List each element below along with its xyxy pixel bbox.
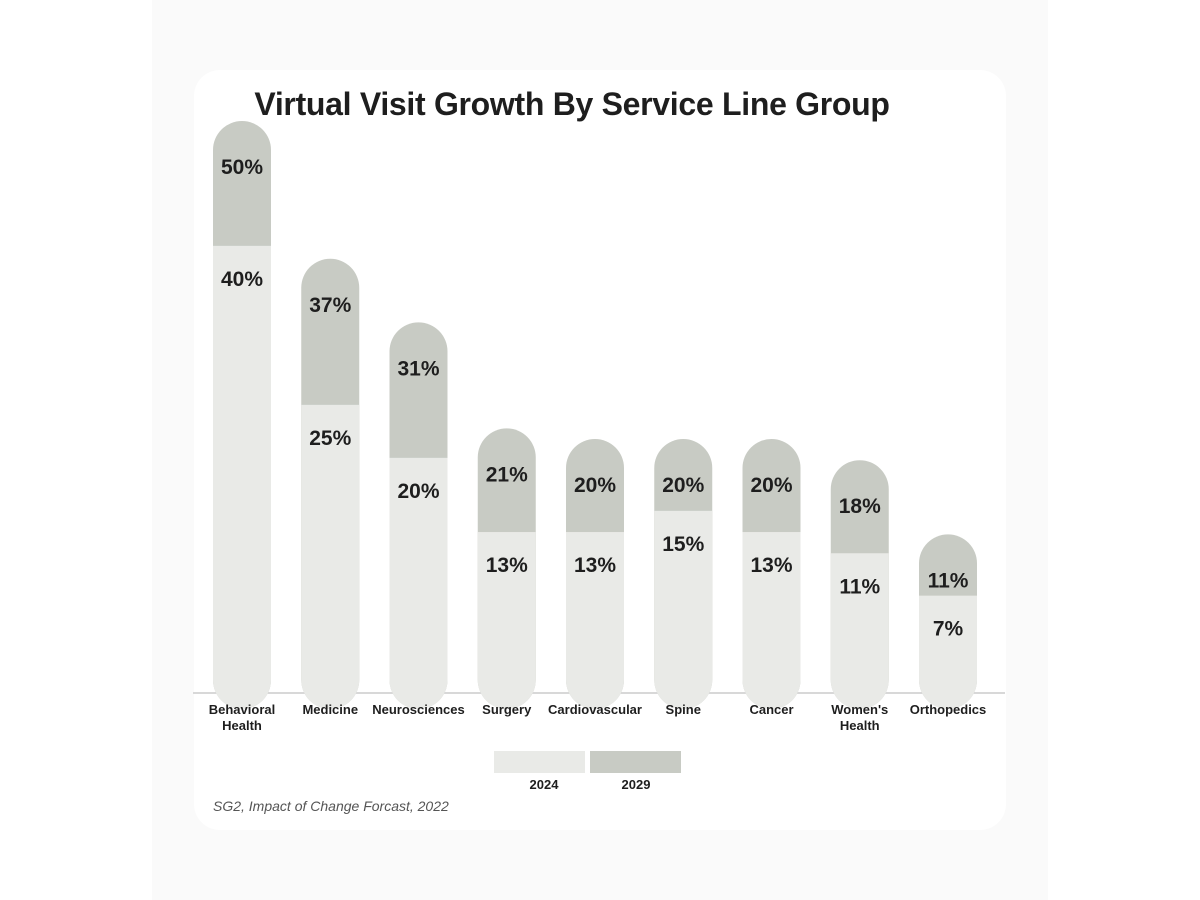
value-label-2024: 11% <box>839 575 880 598</box>
value-label-2024: 40% <box>221 268 263 291</box>
value-label-2024: 25% <box>309 427 351 450</box>
value-label-2024: 20% <box>397 480 439 503</box>
category-label: Medicine <box>270 702 390 718</box>
value-label-2024: 15% <box>662 533 704 556</box>
value-label-2029: 20% <box>574 474 616 497</box>
category-label-line: Health <box>222 718 262 733</box>
value-label-2029: 18% <box>839 495 881 518</box>
category-label-line: Cardiovascular <box>548 702 642 717</box>
chart-title: Virtual Visit Growth By Service Line Gro… <box>254 86 890 122</box>
bar-2024 <box>566 532 624 709</box>
value-label-2024: 13% <box>750 554 792 577</box>
bar-2024 <box>389 457 448 709</box>
category-label-line: Medicine <box>302 702 359 717</box>
value-label-2029: 31% <box>397 357 439 380</box>
value-label-2024: 13% <box>574 554 616 577</box>
category-label-line: Behavioral <box>208 702 276 717</box>
legend-swatch-2029 <box>590 751 681 773</box>
category-label: Cancer <box>712 702 832 718</box>
category-label: Behavioral Health <box>182 702 302 734</box>
category-label: Surgery <box>447 702 567 718</box>
category-label: Orthopedics <box>888 702 1008 718</box>
legend-swatch-2024 <box>494 751 585 773</box>
legend-label-2024: 2024 <box>529 777 559 792</box>
bar-2024 <box>301 404 360 709</box>
category-label-line: Women's <box>831 702 889 717</box>
category-label-line: Surgery <box>482 702 532 717</box>
legend-label-2029: 2029 <box>621 777 651 792</box>
bar-2024 <box>919 595 977 709</box>
value-label-2029: 11% <box>928 569 969 592</box>
category-label-line: Orthopedics <box>909 702 987 717</box>
source-note: SG2, Impact of Change Forcast, 2022 <box>213 798 449 814</box>
value-label-2024: 13% <box>486 554 528 577</box>
category-label-line: Cancer <box>749 702 794 717</box>
category-label: Women's Health <box>800 702 920 734</box>
value-label-2024: 7% <box>933 618 964 641</box>
bar-2024 <box>742 532 801 709</box>
category-label-line: Health <box>839 718 880 733</box>
category-label-line: Spine <box>665 702 701 717</box>
value-label-2029: 21% <box>486 463 528 486</box>
value-label-2029: 50% <box>221 156 263 179</box>
bar-2024 <box>213 245 271 709</box>
value-label-2029: 37% <box>309 294 351 317</box>
category-label: Neurosciences <box>359 702 479 718</box>
bar-2024 <box>477 532 536 709</box>
bar-2024 <box>654 510 713 709</box>
value-label-2029: 20% <box>662 474 704 497</box>
category-label: Spine <box>623 702 743 718</box>
value-label-2029: 20% <box>750 474 792 497</box>
bar-2024 <box>830 553 889 709</box>
category-label: Cardiovascular <box>535 702 655 718</box>
category-label-line: Neurosciences <box>372 702 465 717</box>
